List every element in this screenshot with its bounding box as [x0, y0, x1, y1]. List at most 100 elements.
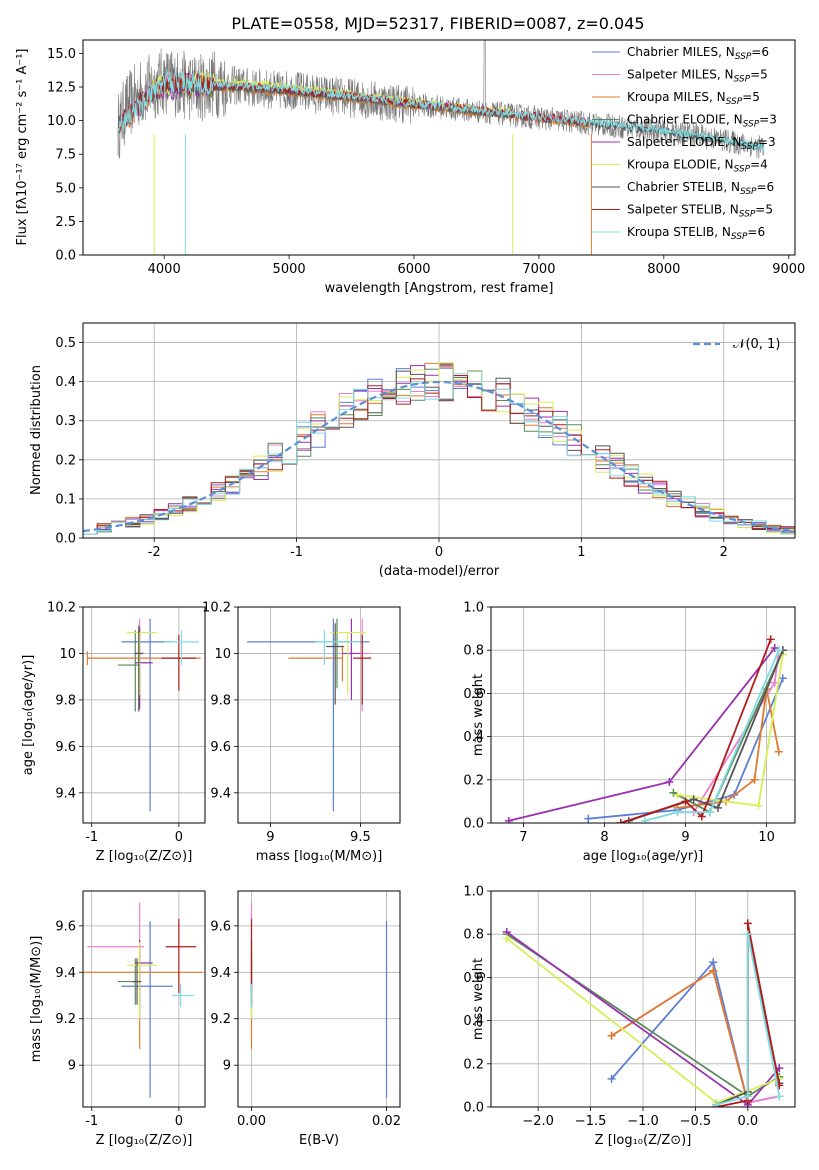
- y-tick-label: 10.2: [202, 601, 231, 616]
- x-tick-label: -1: [85, 1114, 98, 1129]
- x-axis-label: Z [log₁₀(Z/Z⊙)]: [595, 1133, 692, 1148]
- y-tick-label: 0.0: [55, 532, 76, 547]
- y-tick-label: 0.4: [55, 375, 76, 390]
- mass-weight-marker: [607, 1074, 616, 1083]
- mass-weight-marker: [607, 1031, 616, 1040]
- mass-weight-marker: [705, 808, 714, 817]
- plot-area: [247, 618, 372, 812]
- mass-weight-marker: [770, 644, 779, 653]
- x-tick-label: 1: [577, 545, 585, 560]
- mass-weight-line: [716, 934, 781, 1106]
- figure-title: PLATE=0558, MJD=52317, FIBERID=0087, z=0…: [231, 14, 644, 33]
- y-tick-label: 10.2: [47, 601, 76, 616]
- y-tick-label: 0.6: [463, 687, 484, 702]
- legend-count: =6: [751, 45, 769, 59]
- x-tick-label: 8: [600, 830, 608, 845]
- x-tick-label: −1.0: [627, 1114, 659, 1129]
- y-tick-label: 9.4: [55, 786, 76, 801]
- y-axis-label: Flux [fλ10⁻¹⁷ erg cm⁻² s⁻¹ A⁻¹]: [15, 49, 30, 246]
- legend-subscript: SSP: [739, 210, 756, 220]
- panel-mass-weight-vs-metallicity: −2.0 −1.5 −1.0 −0.5 0.0 0.0 0.2 0.4 0.6 0.8 1.0 Z […: [463, 885, 796, 1148]
- legend-label: Kroupa STELIB, NSSP=6: [627, 225, 765, 242]
- y-axis-label: mass weight: [471, 958, 486, 1040]
- y-tick-label: 9: [223, 1059, 231, 1074]
- legend-count: =6: [747, 225, 765, 239]
- legend-subscript: SSP: [726, 97, 743, 107]
- mass-weight-marker: [665, 777, 674, 786]
- x-tick-label: 0.02: [372, 1114, 401, 1129]
- y-tick-label: 9.6: [55, 740, 76, 755]
- panel-age-vs-mass: 9 9.5 9.4 9.6 9.8 10 10.2 mass [log₁₀(M/M⊙)]: [202, 601, 401, 864]
- x-tick-label: −0.5: [680, 1114, 712, 1129]
- y-tick-label: 9.2: [210, 1012, 231, 1027]
- legend-label: Salpeter MILES, NSSP=5: [627, 68, 768, 85]
- y-tick-label: 12.5: [47, 81, 76, 96]
- y-tick-label: 0.1: [55, 492, 76, 507]
- y-tick-label: 0.0: [55, 249, 76, 264]
- x-axis-label: Z [log₁₀(Z/Z⊙)]: [96, 1133, 193, 1148]
- y-tick-label: 1.0: [463, 885, 484, 900]
- y-tick-label: 0.8: [463, 928, 484, 943]
- y-tick-label: 9.4: [55, 966, 76, 981]
- panel-mass-vs-E-B-V-: 0.00 0.02 9 9.2 9.4 9.6 E(B-V): [210, 890, 401, 1148]
- y-tick-label: 9.8: [55, 693, 76, 708]
- legend-count: =3: [759, 113, 777, 127]
- y-tick-label: 9: [68, 1059, 76, 1074]
- mass-weight-marker: [616, 819, 625, 823]
- plot-area: [502, 919, 784, 1107]
- mass-weight-marker: [641, 816, 650, 823]
- x-tick-label: 0.00: [237, 1114, 266, 1129]
- mass-weight-marker: [673, 808, 682, 817]
- y-tick-label: 0.8: [463, 644, 484, 659]
- axes-frame: [82, 322, 796, 539]
- x-tick-label: 9: [266, 830, 274, 845]
- legend-label: Salpeter STELIB, NSSP=5: [627, 203, 773, 220]
- axes-frame: [82, 39, 796, 256]
- panel-mass-weight-vs-age: 7 8 9 10 0.0 0.2 0.4 0.6 0.8 1.0 age [log₁₀(age/yr…: [463, 601, 796, 864]
- mass-weight-marker: [778, 674, 787, 683]
- plot-area: [83, 902, 203, 1098]
- legend-count: =6: [757, 180, 775, 194]
- x-tick-label: 7: [519, 830, 527, 845]
- x-tick-label: 2: [720, 545, 728, 560]
- mass-weight-line: [644, 649, 780, 822]
- x-axis-label: wavelength [Angstrom, rest frame]: [325, 281, 554, 296]
- y-tick-label: 1.0: [463, 601, 484, 616]
- x-tick-label: 0: [175, 830, 183, 845]
- legend-count: =5: [750, 68, 768, 82]
- panel-age-vs-metallicity: -1 0 9.4 9.6 9.8 10 10.2 Z [log₁₀(Z/Z⊙)] age [lo…: [21, 601, 206, 864]
- x-tick-label: -1: [290, 545, 303, 560]
- x-tick-label: 7000: [522, 262, 555, 277]
- mass-weight-marker: [709, 966, 718, 975]
- mass-weight-marker: [673, 790, 682, 799]
- y-tick-label: 7.5: [55, 148, 76, 163]
- legend-count: =5: [755, 203, 773, 217]
- mass-weight-marker: [713, 803, 722, 812]
- x-axis-label: age [log₁₀(age/yr)]: [583, 849, 704, 864]
- plot-area: [504, 635, 787, 823]
- legend-label: 𝒩(0, 1): [733, 337, 780, 352]
- legend-subscript: SSP: [741, 142, 758, 152]
- x-tick-label: 9000: [772, 262, 805, 277]
- mass-weight-line: [677, 650, 780, 814]
- y-tick-label: 9.4: [210, 966, 231, 981]
- y-tick-label: 0.2: [463, 1057, 484, 1072]
- y-tick-label: 15.0: [47, 47, 76, 62]
- x-tick-label: −2.0: [522, 1114, 554, 1129]
- mass-weight-marker: [774, 646, 783, 655]
- y-tick-label: 0.0: [463, 817, 484, 832]
- plot-area: [86, 618, 201, 812]
- y-tick-label: 0.5: [55, 336, 76, 351]
- x-tick-label: 0.0: [737, 1114, 758, 1129]
- x-tick-label: 6000: [397, 262, 430, 277]
- gaussian-curve: [83, 380, 795, 533]
- plot-area: [250, 902, 388, 1098]
- panel-spectrum: 4000 5000 6000 7000 8000 9000 0.0 2.5 5.0 7.5 10.0…: [15, 39, 805, 296]
- axes-frame: [82, 606, 206, 824]
- mass-weight-marker: [743, 919, 752, 928]
- mass-weight-marker: [774, 747, 783, 756]
- legend-label: Chabrier STELIB, NSSP=6: [627, 180, 774, 197]
- mass-weight-marker: [775, 1092, 784, 1101]
- legend-count: =3: [758, 135, 776, 149]
- legend-label: Kroupa MILES, NSSP=5: [627, 90, 760, 107]
